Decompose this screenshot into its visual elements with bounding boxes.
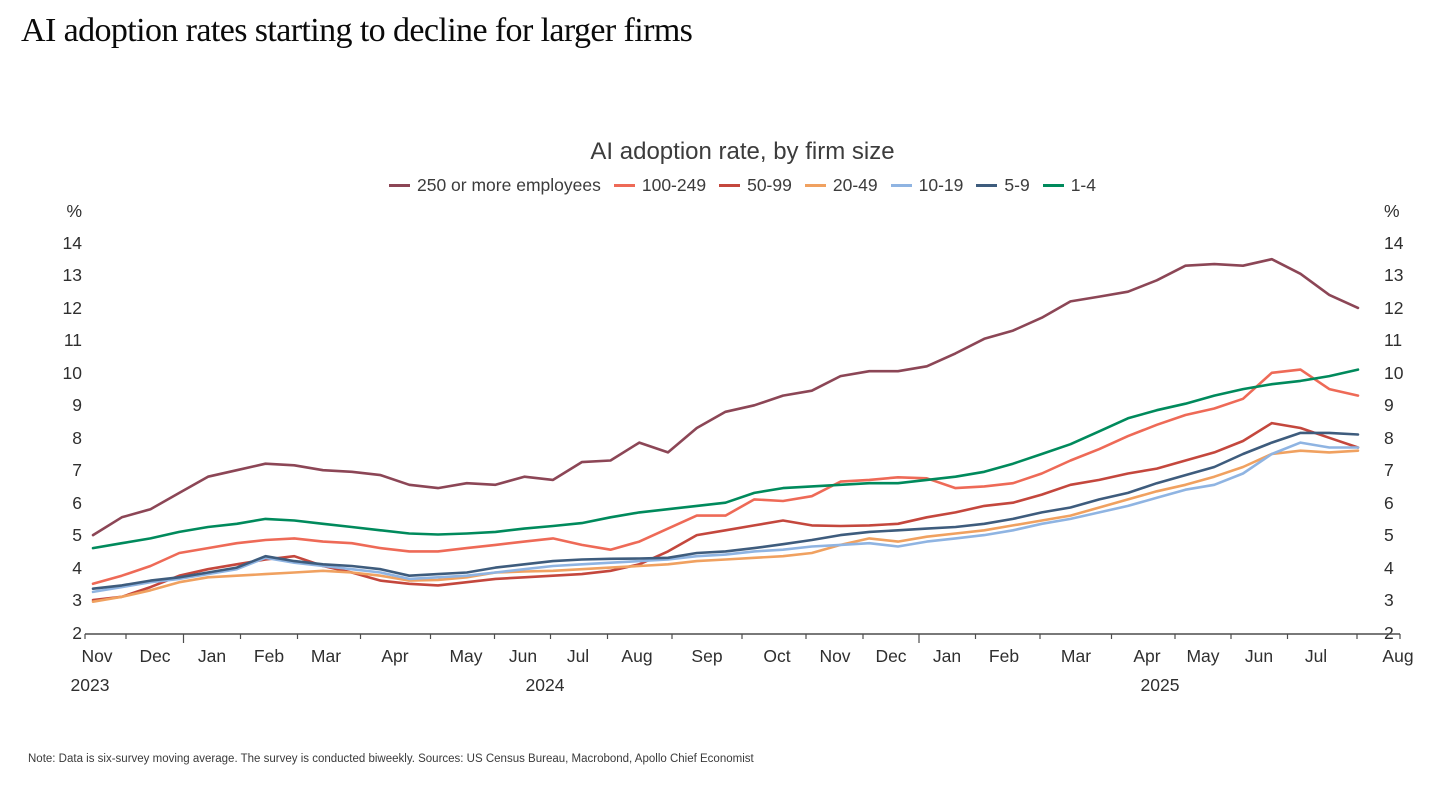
legend-item: 1-4 <box>1042 175 1096 196</box>
legend-label: 20-49 <box>832 175 878 195</box>
y-axis-label-left: 2 <box>72 622 82 643</box>
x-axis-month-label: Feb <box>253 646 285 666</box>
legend-item: 20-49 <box>804 175 878 196</box>
y-axis-label-left: 14 <box>62 233 82 253</box>
legend-swatch-icon <box>719 184 741 187</box>
x-axis-month-label: Aug <box>621 646 653 666</box>
chart-note: Note: Data is six-survey moving average.… <box>28 753 754 765</box>
x-axis-month-label: Jun <box>508 646 538 666</box>
y-axis-label-left: 7 <box>72 460 82 481</box>
legend-swatch-icon <box>613 184 635 187</box>
legend-swatch-icon <box>890 184 912 187</box>
chart-legend: 250 or more employees 100-249 50-99 20-49 10… <box>85 175 1400 196</box>
legend-item: 250 or more employees <box>389 175 601 196</box>
y-axis-unit-right: % <box>1384 201 1400 221</box>
y-axis-label-left: 10 <box>62 362 82 383</box>
y-axis-label-left: 4 <box>72 557 82 578</box>
series-line-1-4 <box>91 368 1360 550</box>
y-axis-label-right: 3 <box>1384 590 1394 611</box>
series-line-50-99 <box>91 421 1360 602</box>
x-axis-month-label: May <box>449 646 483 666</box>
y-axis-label-right: 7 <box>1384 460 1394 481</box>
legend-label: 250 or more employees <box>417 175 601 195</box>
x-axis-month-label: Sep <box>691 646 723 666</box>
x-axis-month-label: Jan <box>197 646 227 666</box>
page-title: AI adoption rates starting to decline fo… <box>21 12 693 49</box>
x-axis-month-label: Mar <box>310 646 342 666</box>
x-axis-year-label: 2024 <box>525 675 565 695</box>
series-line-250 or more employees <box>91 257 1360 537</box>
y-axis-label-right: 10 <box>1384 362 1404 383</box>
series-line-20-49 <box>91 449 1360 604</box>
x-axis-month-label: Mar <box>1060 646 1092 666</box>
x-axis-month-label: Aug <box>1382 646 1414 666</box>
y-axis-label-right: 4 <box>1384 557 1394 578</box>
x-axis-month-label: Jun <box>1244 646 1274 666</box>
series-line-5-9 <box>91 431 1360 591</box>
y-axis-label-right: 12 <box>1384 297 1404 318</box>
legend-item: 50-99 <box>719 175 792 196</box>
legend-swatch-icon <box>1042 184 1064 187</box>
x-axis-month-label: Jan <box>932 646 962 666</box>
y-axis-label-left: 11 <box>63 330 82 351</box>
x-axis-month-label: Nov <box>819 646 851 666</box>
legend-label: 50-99 <box>747 175 792 195</box>
legend-swatch-icon <box>389 184 410 187</box>
x-axis-year-label: 2025 <box>1140 675 1180 695</box>
x-axis-month-label: Apr <box>1133 646 1161 666</box>
series-line-100-249 <box>91 368 1360 586</box>
chart-title: AI adoption rate, by firm size <box>590 138 895 165</box>
y-axis-label-right: 2 <box>1384 622 1394 643</box>
legend-item: 10-19 <box>890 175 964 196</box>
y-axis-label-left: 6 <box>72 492 82 513</box>
legend-label: 5-9 <box>1004 175 1030 195</box>
y-axis-label-right: 8 <box>1384 427 1394 448</box>
x-axis-month-label: Jul <box>566 646 590 666</box>
x-axis-month-label: Dec <box>139 646 171 666</box>
x-axis-month-label: Dec <box>875 646 907 666</box>
y-axis-label-left: 9 <box>72 395 82 416</box>
y-axis-label-right: 6 <box>1384 492 1394 513</box>
y-axis-label-left: 12 <box>62 297 82 318</box>
y-axis-label-left: 5 <box>72 525 82 546</box>
x-axis-year-label: 2023 <box>70 675 110 695</box>
y-axis-label-right: 14 <box>1384 233 1404 253</box>
x-axis-month-label: Apr <box>381 646 409 666</box>
y-axis-label-right: 9 <box>1384 395 1394 416</box>
y-axis-label-right: 11 <box>1384 330 1403 351</box>
legend-label: 1-4 <box>1070 175 1096 195</box>
x-axis-month-label: Oct <box>763 646 791 666</box>
y-axis-label-left: 8 <box>72 427 82 448</box>
x-axis-month-label: Feb <box>988 646 1020 666</box>
y-axis-label-left: 3 <box>72 590 82 611</box>
legend-swatch-icon <box>976 184 998 187</box>
legend-item: 100-249 <box>613 175 707 196</box>
y-axis-label-right: 13 <box>1384 265 1404 286</box>
legend-label: 10-19 <box>918 175 964 195</box>
y-axis-label-left: 13 <box>62 265 82 286</box>
series-line-10-19 <box>91 441 1360 594</box>
legend-swatch-icon <box>804 184 826 187</box>
x-axis-month-label: Nov <box>81 646 113 666</box>
legend-label: 100-249 <box>641 175 707 195</box>
x-axis-month-label: Jul <box>1304 646 1328 666</box>
legend-item: 5-9 <box>976 175 1030 196</box>
y-axis-unit-left: % <box>66 201 82 221</box>
y-axis-label-right: 5 <box>1384 525 1394 546</box>
x-axis-month-label: May <box>1186 646 1220 666</box>
